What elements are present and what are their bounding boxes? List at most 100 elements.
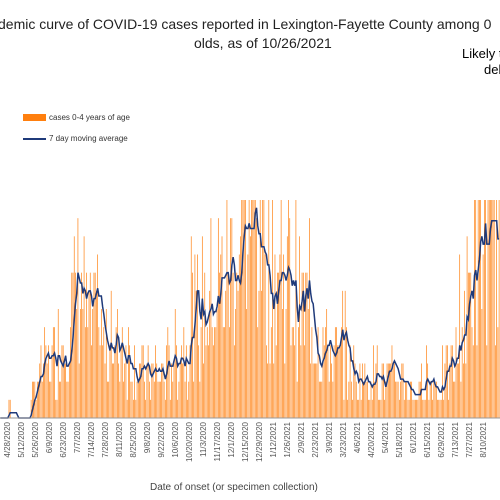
case-bar (225, 290, 227, 418)
case-bar (290, 345, 292, 418)
case-bar (365, 381, 367, 418)
case-bar (208, 345, 209, 418)
case-bar (467, 272, 469, 418)
case-bar (243, 200, 245, 418)
case-bar (144, 381, 145, 418)
case-bar (245, 200, 246, 418)
x-tick-label: 7/13/2021 (451, 421, 460, 457)
case-bar (311, 327, 313, 418)
case-bar (163, 381, 165, 418)
case-bar (486, 345, 488, 418)
case-bar (312, 363, 314, 418)
case-bar (341, 327, 342, 418)
case-bar (184, 381, 186, 418)
case-bar (128, 327, 129, 418)
case-bar (96, 290, 97, 418)
moving-average-line (0, 207, 500, 419)
case-bar (379, 399, 380, 418)
case-bar (433, 381, 435, 418)
case-bar (141, 345, 143, 418)
case-bar (363, 381, 364, 418)
case-bar (416, 399, 417, 418)
case-bar (114, 345, 116, 418)
case-bar (112, 363, 113, 418)
case-bar (155, 345, 156, 418)
x-tick-label: 5/18/2021 (395, 421, 404, 457)
case-bar (376, 345, 378, 418)
case-bar (240, 236, 241, 418)
case-bar (488, 200, 490, 418)
case-bar (61, 345, 63, 418)
x-tick-label: 11/17/2020 (213, 421, 222, 461)
case-bar (298, 327, 299, 418)
case-bar (167, 327, 169, 418)
case-bar (438, 399, 440, 418)
case-bar (217, 218, 219, 418)
case-bar (469, 272, 470, 418)
case-bar (274, 254, 276, 418)
case-bar (368, 399, 369, 418)
case-bar (270, 327, 272, 418)
case-bar (197, 254, 198, 418)
case-bar (136, 381, 138, 418)
x-tick-label: 3/23/2021 (339, 421, 348, 457)
case-bar (98, 327, 100, 418)
case-bar (121, 327, 123, 418)
case-bar (157, 381, 159, 418)
case-bar (344, 290, 346, 418)
case-bar (246, 309, 247, 418)
case-bar (205, 345, 207, 418)
x-tick-label: 2/9/2021 (297, 421, 306, 453)
case-bar (347, 399, 348, 418)
case-bar (453, 381, 454, 418)
case-bar (91, 345, 92, 418)
case-bar (177, 399, 179, 418)
case-bar (146, 363, 148, 418)
case-bar (250, 236, 251, 418)
case-bar (113, 363, 114, 418)
case-bar (214, 327, 215, 418)
case-bar (145, 399, 146, 418)
case-bar (352, 399, 353, 418)
case-bar (419, 381, 421, 418)
case-bar (342, 290, 344, 418)
case-bar (367, 381, 368, 418)
case-bar (317, 327, 319, 418)
x-tick-label: 2/23/2021 (311, 421, 320, 457)
case-bar (314, 363, 315, 418)
legend-line-label: 7 day moving average (49, 134, 128, 143)
case-bar (497, 327, 499, 418)
case-bar (318, 381, 320, 418)
case-bar (75, 272, 76, 418)
case-bar (411, 381, 413, 418)
case-bar (66, 381, 68, 418)
case-bar (263, 200, 265, 418)
case-bar (470, 272, 472, 418)
x-tick-label: 6/1/2021 (409, 421, 418, 453)
case-bar (44, 327, 46, 418)
case-bar (410, 381, 411, 418)
case-bar (92, 309, 94, 418)
case-bar (78, 363, 80, 418)
case-bar (471, 327, 473, 418)
case-bar (89, 272, 91, 418)
case-bar (168, 345, 170, 418)
case-bar (350, 381, 352, 418)
case-bar (226, 200, 228, 418)
case-bar (110, 290, 112, 418)
case-bar (178, 381, 180, 418)
case-bar (198, 345, 199, 418)
case-bar (219, 272, 220, 418)
case-bar (149, 381, 150, 418)
case-bar (277, 272, 278, 418)
case-bar (86, 272, 87, 418)
case-bar (45, 345, 47, 418)
case-bar (254, 200, 256, 418)
case-bar (293, 327, 294, 418)
case-bar (399, 399, 400, 418)
chart-title-line-2: olds, as of 10/26/2021 (194, 35, 332, 51)
case-bar (487, 200, 489, 418)
bars-layer (8, 200, 500, 418)
x-tick-label: 6/23/2020 (59, 421, 68, 457)
